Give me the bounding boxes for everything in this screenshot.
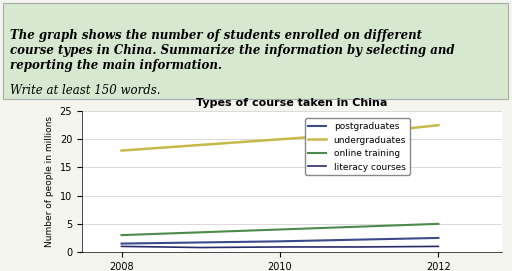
postgraduates <box>435 236 441 240</box>
undergraduates <box>356 132 362 135</box>
online training <box>356 225 362 228</box>
online training <box>435 222 441 225</box>
FancyBboxPatch shape <box>3 3 508 99</box>
online training <box>277 228 283 231</box>
online training <box>118 234 124 237</box>
literacy courses <box>356 245 362 249</box>
literacy courses <box>435 245 441 248</box>
postgraduates <box>356 238 362 241</box>
Line: online training: online training <box>121 224 438 235</box>
literacy courses <box>198 246 204 249</box>
Line: literacy courses: literacy courses <box>121 246 438 247</box>
undergraduates <box>277 138 283 141</box>
literacy courses <box>118 245 124 248</box>
postgraduates <box>277 240 283 243</box>
Text: The graph shows the number of students enrolled on different
course types in Chi: The graph shows the number of students e… <box>10 29 455 72</box>
undergraduates <box>198 143 204 147</box>
Legend: postgraduates, undergraduates, online training, literacy courses: postgraduates, undergraduates, online tr… <box>305 118 410 175</box>
literacy courses <box>277 245 283 249</box>
Y-axis label: Number of people in millions: Number of people in millions <box>45 116 54 247</box>
undergraduates <box>435 124 441 127</box>
postgraduates <box>118 242 124 245</box>
Line: undergraduates: undergraduates <box>121 125 438 151</box>
Text: Write at least 150 words.: Write at least 150 words. <box>10 85 161 98</box>
Title: Types of course taken in China: Types of course taken in China <box>196 98 388 108</box>
Line: postgraduates: postgraduates <box>121 238 438 244</box>
online training <box>198 231 204 234</box>
undergraduates <box>118 149 124 152</box>
postgraduates <box>198 241 204 244</box>
